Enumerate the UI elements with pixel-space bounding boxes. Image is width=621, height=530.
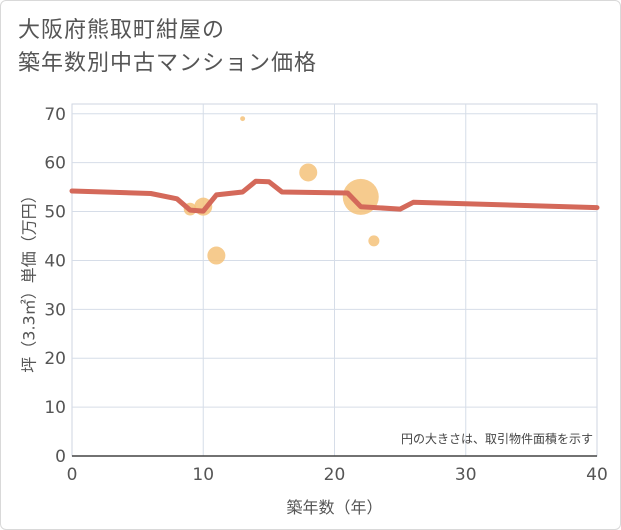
y-tick-label: 50 (44, 203, 66, 223)
grid-lines (72, 104, 597, 457)
y-tick-label: 0 (55, 447, 66, 467)
x-axis-label: 築年数（年） (286, 498, 382, 517)
x-tick-label: 20 (324, 465, 346, 485)
y-tick-labels: 0 10 20 30 40 50 60 70 (44, 105, 66, 467)
y-tick-label: 30 (44, 300, 66, 320)
x-tick-label: 30 (455, 465, 477, 485)
bubble-point (299, 163, 318, 182)
y-tick-label: 70 (44, 105, 66, 125)
trend-line (69, 178, 600, 214)
x-tick-label: 10 (192, 465, 214, 485)
y-tick-label: 20 (44, 349, 66, 369)
title-line-2: 築年数別中古マンション価格 (18, 51, 318, 76)
chart-title: 大阪府熊取町紺屋の 築年数別中古マンション価格 (18, 14, 317, 80)
bubble-point (207, 246, 226, 265)
x-tick-labels: 0 10 20 30 40 (67, 465, 608, 485)
x-tick-label: 40 (586, 465, 608, 485)
bubble-point (368, 235, 380, 247)
y-tick-label: 60 (44, 154, 66, 174)
size-annotation: 円の大きさは、取引物件面積を示す (401, 431, 593, 446)
y-axis-label: 坪（3.3㎡）単価（万円） (20, 187, 39, 372)
y-tick-label: 40 (44, 251, 66, 271)
x-tick-label: 0 (67, 465, 78, 485)
title-line-1: 大阪府熊取町紺屋の (18, 18, 226, 43)
y-tick-label: 10 (44, 398, 66, 418)
bubble-point (240, 116, 246, 122)
